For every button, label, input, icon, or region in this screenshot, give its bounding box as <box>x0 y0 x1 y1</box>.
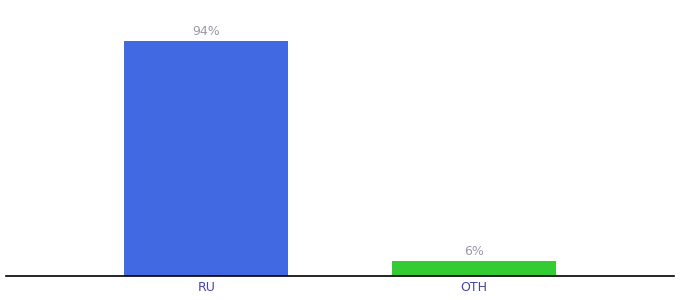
Bar <box>124 40 288 276</box>
Bar <box>392 261 556 276</box>
Text: 6%: 6% <box>464 245 483 258</box>
Text: 94%: 94% <box>192 25 220 38</box>
